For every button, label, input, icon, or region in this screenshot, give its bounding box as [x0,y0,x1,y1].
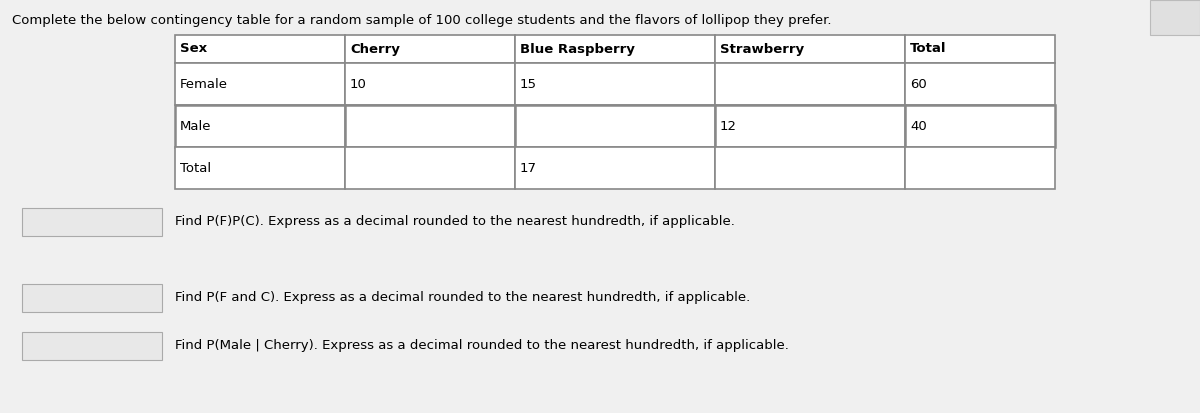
Text: Female: Female [180,78,228,90]
Bar [22,284,162,312]
Bar [515,35,715,63]
Bar [22,208,162,236]
Bar [175,147,346,189]
Text: Find P(Male | Cherry). Express as a decimal rounded to the nearest hundredth, if: Find P(Male | Cherry). Express as a deci… [175,339,788,353]
Text: Total: Total [180,161,211,175]
Bar [346,147,515,189]
Text: 15: 15 [520,78,538,90]
Bar [715,63,905,105]
Bar [22,332,162,360]
Bar [515,147,715,189]
Bar [905,35,1055,63]
Bar [346,105,515,147]
Text: 10: 10 [350,78,367,90]
Text: Total: Total [910,43,947,55]
Bar [515,63,715,105]
Text: Cherry: Cherry [350,43,400,55]
Text: Blue Raspberry: Blue Raspberry [520,43,635,55]
Text: Find P(F and C). Express as a decimal rounded to the nearest hundredth, if appli: Find P(F and C). Express as a decimal ro… [175,292,750,304]
Bar [905,63,1055,105]
Text: Find P(F)P(C). Express as a decimal rounded to the nearest hundredth, if applica: Find P(F)P(C). Express as a decimal roun… [175,216,734,228]
Bar [175,35,346,63]
Text: 17: 17 [520,161,538,175]
Bar [175,105,346,147]
Bar [346,63,515,105]
Bar [515,105,715,147]
Bar [346,35,515,63]
Text: 40: 40 [910,119,926,133]
Bar [715,35,905,63]
Text: 60: 60 [910,78,926,90]
Bar [905,147,1055,189]
Text: Male: Male [180,119,211,133]
Text: Strawberry: Strawberry [720,43,804,55]
Text: Sex: Sex [180,43,208,55]
Text: Complete the below contingency table for a random sample of 100 college students: Complete the below contingency table for… [12,14,832,27]
Bar [175,63,346,105]
Bar [1150,0,1200,35]
Bar [905,105,1055,147]
Bar [715,147,905,189]
Text: 12: 12 [720,119,737,133]
Bar [715,105,905,147]
